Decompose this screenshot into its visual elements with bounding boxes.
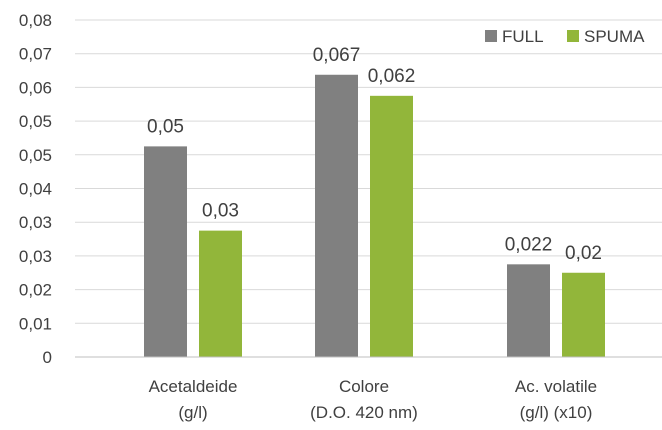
y-tick-label: 0,05 — [19, 146, 52, 165]
y-tick-label: 0,06 — [19, 78, 52, 97]
bars — [144, 74, 605, 357]
y-tick-label: 0,02 — [19, 281, 52, 300]
category-label: Acetaldeide — [149, 377, 238, 396]
category-label: Ac. volatile — [515, 377, 597, 396]
bar-spuma-0 — [199, 230, 242, 357]
legend-label-spuma: SPUMA — [584, 27, 645, 46]
bar-spuma-1 — [370, 95, 413, 357]
bar-spuma-2 — [562, 272, 605, 357]
legend: FULL SPUMA — [485, 27, 645, 46]
y-tick-label: 0,07 — [19, 45, 52, 64]
data-labels: 0,05 0,067 0,022 0,03 0,062 0,02 — [147, 45, 602, 264]
y-tick-label: 0,03 — [19, 213, 52, 232]
data-label: 0,022 — [505, 234, 553, 255]
legend-swatch-full — [485, 30, 497, 42]
y-axis-ticks: 0 0,01 0,02 0,03 0,03 0,04 0,05 0,05 0,06 0,07 0,0… — [19, 11, 52, 367]
data-label: 0,067 — [313, 45, 361, 66]
y-tick-label: 0,01 — [19, 314, 52, 333]
category-label: (g/l) (x10) — [520, 403, 593, 422]
data-label: 0,062 — [368, 66, 416, 87]
category-label: (g/l) — [178, 403, 207, 422]
legend-swatch-spuma — [567, 30, 579, 42]
data-label: 0,05 — [147, 116, 184, 137]
legend-label-full: FULL — [502, 27, 544, 46]
y-tick-label: 0,08 — [19, 11, 52, 30]
y-tick-label: 0,05 — [19, 112, 52, 131]
y-tick-label: 0,04 — [19, 180, 52, 199]
data-label: 0,02 — [565, 243, 602, 264]
y-tick-label: 0 — [43, 348, 52, 367]
y-tick-label: 0,03 — [19, 247, 52, 266]
category-label: (D.O. 420 nm) — [310, 403, 418, 422]
bar-full-0 — [144, 146, 187, 357]
x-axis: Acetaldeide (g/l) Colore (D.O. 420 nm) Ac. v… — [75, 356, 662, 422]
data-label: 0,03 — [202, 201, 239, 222]
category-label: Colore — [339, 377, 389, 396]
bar-full-1 — [315, 74, 358, 357]
bar-full-2 — [507, 264, 550, 357]
